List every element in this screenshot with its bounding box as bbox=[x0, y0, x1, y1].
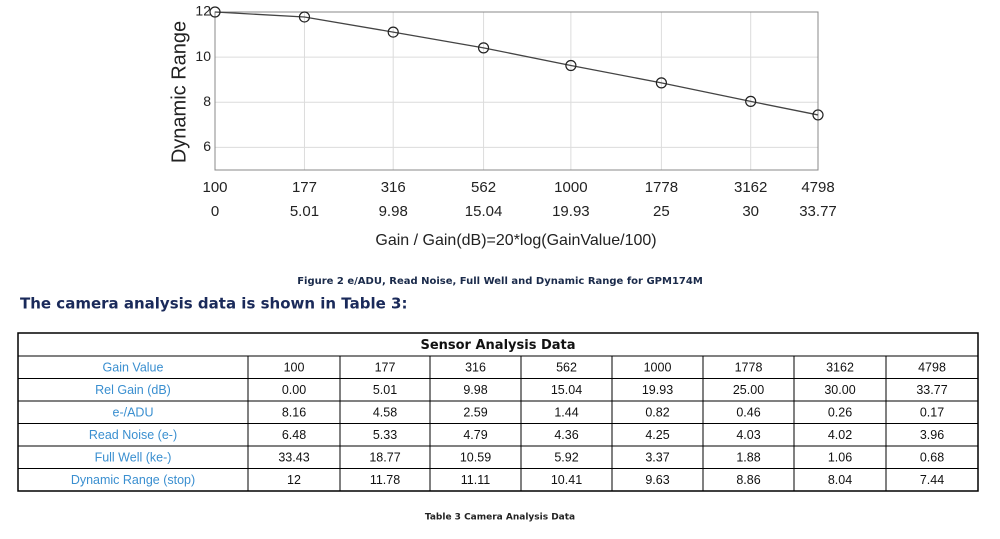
table-cell: 5.33 bbox=[373, 428, 397, 442]
table-cell: 4.58 bbox=[373, 406, 397, 420]
table-cell: 33.77 bbox=[916, 383, 947, 397]
table-cell: 0.26 bbox=[828, 406, 852, 420]
table-cell: 11.11 bbox=[461, 473, 490, 487]
x-tick-label: 19.93 bbox=[552, 203, 590, 220]
table-caption: Table 3 Camera Analysis Data bbox=[425, 513, 575, 523]
x-tick-label: 316 bbox=[381, 179, 406, 196]
table-cell: 10.41 bbox=[551, 473, 582, 487]
table-cell: 3162 bbox=[826, 361, 854, 375]
table-cell: 4.25 bbox=[645, 428, 669, 442]
x-tick-label: 100 bbox=[202, 179, 227, 196]
table-cell: 4798 bbox=[918, 361, 946, 375]
table-cell: 5.92 bbox=[554, 451, 578, 465]
x-tick-label: 562 bbox=[471, 179, 496, 196]
table-cell: 4.03 bbox=[736, 428, 760, 442]
x-tick-label: 5.01 bbox=[290, 203, 319, 220]
row-label: Full Well (ke-) bbox=[95, 451, 172, 465]
data-point bbox=[387, 26, 399, 38]
table-cell: 1778 bbox=[735, 361, 763, 375]
y-tick-label: 8 bbox=[203, 93, 211, 109]
data-point bbox=[745, 95, 757, 107]
table-cell: 0.00 bbox=[282, 383, 306, 397]
table-cell: 0.17 bbox=[920, 406, 944, 420]
row-label: Gain Value bbox=[103, 361, 164, 375]
table-cell: 10.59 bbox=[460, 451, 491, 465]
table-cell: 12 bbox=[287, 473, 301, 487]
data-point bbox=[209, 6, 221, 18]
row-label: Rel Gain (dB) bbox=[95, 383, 171, 397]
x-tick-label: 33.77 bbox=[799, 203, 837, 220]
table-cell: 0.46 bbox=[736, 406, 760, 420]
x-tick-label: 1000 bbox=[554, 179, 587, 196]
table-cell: 9.98 bbox=[463, 383, 487, 397]
data-point bbox=[298, 11, 311, 23]
table-cell: 177 bbox=[375, 361, 396, 375]
table-cell: 25.00 bbox=[733, 383, 764, 397]
x-tick-label: 177 bbox=[292, 179, 317, 196]
table-cell: 562 bbox=[556, 361, 577, 375]
table-cell: 7.44 bbox=[920, 473, 944, 487]
table-cell: 18.77 bbox=[369, 451, 400, 465]
x-tick-label: 1778 bbox=[645, 179, 678, 196]
data-point bbox=[812, 109, 824, 121]
data-point bbox=[477, 42, 490, 54]
x-axis-label: Gain / Gain(dB)=20*log(GainValue/100) bbox=[375, 232, 656, 249]
table-cell: 30.00 bbox=[824, 383, 855, 397]
x-tick-label: 15.04 bbox=[465, 203, 503, 220]
y-tick-label: 12 bbox=[195, 3, 211, 19]
y-axis-label: Dynamic Range bbox=[168, 21, 190, 163]
x-tick-label: 9.98 bbox=[379, 203, 408, 220]
row-label: Read Noise (e-) bbox=[89, 428, 177, 442]
table-cell: 0.82 bbox=[645, 406, 669, 420]
y-tick-label: 6 bbox=[203, 138, 211, 154]
plot-border bbox=[214, 11, 819, 171]
table-border bbox=[17, 332, 979, 492]
table-cell: 4.36 bbox=[554, 428, 578, 442]
table-cell: 15.04 bbox=[551, 383, 582, 397]
table-cell: 5.01 bbox=[373, 383, 397, 397]
table-cell: 1.06 bbox=[828, 451, 852, 465]
plot-area bbox=[215, 12, 818, 170]
data-point bbox=[565, 59, 577, 72]
x-tick-label: 3162 bbox=[734, 179, 767, 196]
figure-caption: Figure 2 e/ADU, Read Noise, Full Well an… bbox=[297, 276, 703, 287]
table-cell: 9.63 bbox=[645, 473, 669, 487]
table-cell: 4.02 bbox=[828, 428, 852, 442]
table-cell: 1.88 bbox=[736, 451, 760, 465]
table-cell: 2.59 bbox=[463, 406, 487, 420]
x-tick-label: 0 bbox=[211, 203, 219, 220]
x-tick-label: 4798 bbox=[801, 179, 834, 196]
table-cell: 0.68 bbox=[920, 451, 944, 465]
table-cell: 1000 bbox=[644, 361, 672, 375]
data-line bbox=[214, 11, 819, 116]
row-label: Dynamic Range (stop) bbox=[71, 473, 195, 487]
table-cell: 33.43 bbox=[278, 451, 309, 465]
table-cell: 8.16 bbox=[282, 406, 306, 420]
x-tick-label: 25 bbox=[653, 203, 670, 220]
table-cell: 316 bbox=[465, 361, 486, 375]
table-title: Sensor Analysis Data bbox=[420, 338, 575, 353]
table-cell: 100 bbox=[284, 361, 305, 375]
table-cell: 8.86 bbox=[736, 473, 760, 487]
table-cell: 4.79 bbox=[463, 428, 487, 442]
table-cell: 19.93 bbox=[642, 383, 673, 397]
table-cell: 1.44 bbox=[554, 406, 578, 420]
table-cell: 6.48 bbox=[282, 428, 306, 442]
row-label: e-/ADU bbox=[113, 406, 154, 420]
table-cell: 3.96 bbox=[920, 428, 944, 442]
table-cell: 3.37 bbox=[645, 451, 669, 465]
table-cell: 8.04 bbox=[828, 473, 852, 487]
y-tick-label: 10 bbox=[195, 48, 211, 64]
x-tick-label: 30 bbox=[742, 203, 759, 220]
data-point bbox=[655, 77, 668, 89]
table-cell: 11.78 bbox=[370, 473, 400, 487]
intro-heading: The camera analysis data is shown in Tab… bbox=[20, 295, 407, 313]
